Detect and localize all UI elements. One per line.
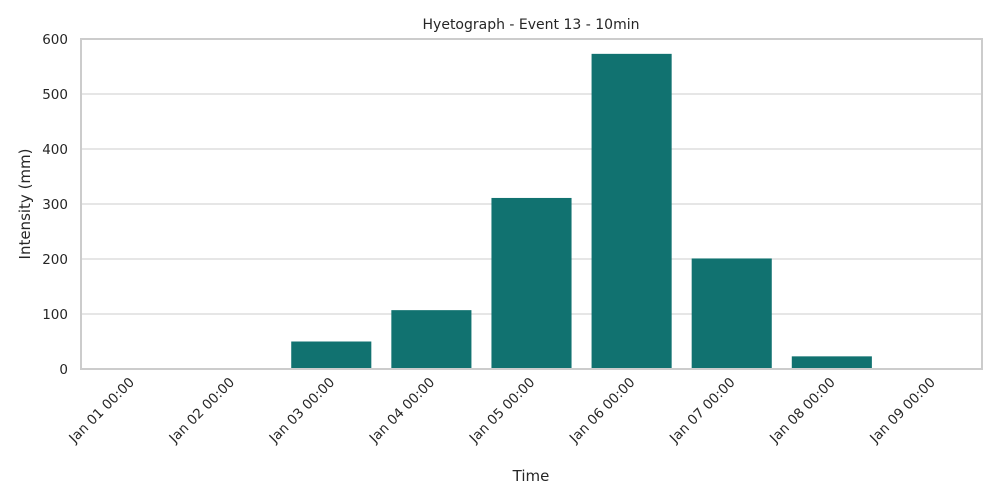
bar [791,356,872,369]
x-tick-label: Jan 05 00:00 [466,375,538,447]
x-tick-labels: Jan 01 00:00 Jan 02 00:00 Jan 03 00:00 Jan … [65,375,938,447]
y-tick-label: 200 [42,252,68,268]
y-tick-label: 400 [42,142,68,158]
y-tick-label: 500 [42,87,68,103]
x-tick-label: Jan 09 00:00 [866,375,938,447]
x-tick-label: Jan 07 00:00 [666,375,738,447]
x-tick-label: Jan 03 00:00 [266,375,338,447]
y-axis-label: Intensity (mm) [16,149,34,260]
y-tick-label: 300 [42,197,68,213]
x-axis-label: Time [512,467,550,485]
bar [591,53,672,369]
bar [291,341,372,369]
chart-title: Hyetograph - Event 13 - 10min [423,17,640,33]
bar [691,258,772,369]
x-tick-label: Jan 06 00:00 [566,375,638,447]
bar [491,197,572,369]
x-tick-label: Jan 01 00:00 [65,375,137,447]
bar [391,310,472,369]
x-tick-label: Jan 04 00:00 [366,375,438,447]
y-tick-label: 600 [42,32,68,48]
y-tick-label: 100 [42,307,68,323]
x-tick-label: Jan 02 00:00 [166,375,238,447]
y-tick-label: 0 [59,362,68,378]
plot-frame [80,38,983,370]
y-tick-labels: 0 100 200 300 400 500 600 [42,32,68,378]
bar-layer [291,53,872,369]
x-tick-label: Jan 08 00:00 [766,375,838,447]
